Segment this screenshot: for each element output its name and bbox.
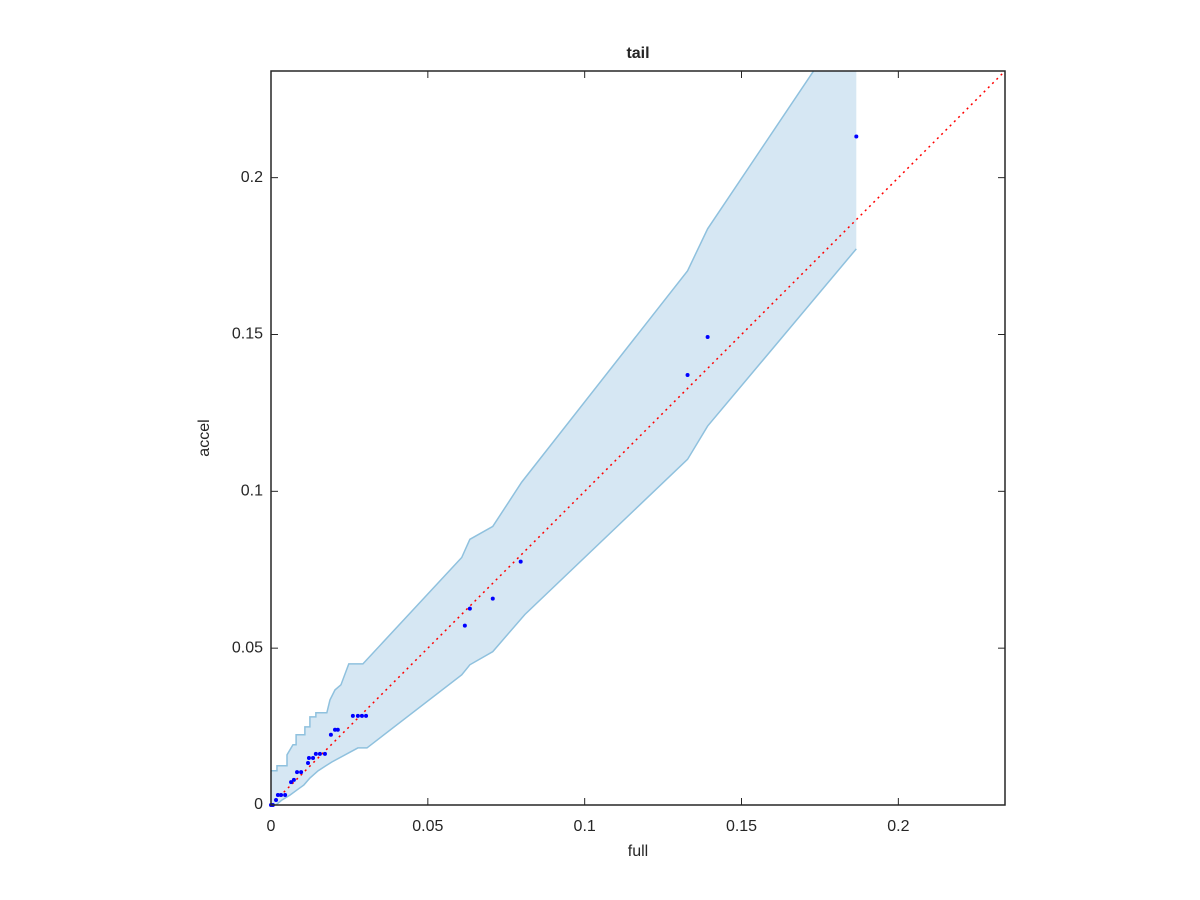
data-point	[467, 606, 472, 611]
data-point	[705, 334, 710, 339]
data-point	[283, 792, 288, 797]
data-point	[289, 780, 294, 785]
data-point	[311, 755, 316, 760]
data-point	[335, 727, 340, 732]
data-point	[490, 596, 495, 601]
y-axis-label: accel	[196, 419, 213, 456]
data-point	[295, 770, 300, 775]
x-axis-label: full	[628, 843, 648, 860]
data-point	[317, 751, 322, 756]
data-point	[299, 770, 304, 775]
plot-frame	[270, 70, 1006, 806]
data-point	[275, 792, 280, 797]
data-point	[355, 713, 360, 718]
x-tick-label: 0	[267, 818, 276, 835]
band-upper-edge	[271, 71, 815, 772]
data-point	[274, 797, 279, 802]
data-point	[306, 755, 311, 760]
x-tick-label: 0.05	[412, 818, 443, 835]
y-tick-label: 0.1	[241, 483, 263, 500]
data-point	[359, 713, 364, 718]
data-point	[462, 623, 467, 628]
x-tick-label: 0.15	[726, 818, 757, 835]
data-point	[291, 777, 296, 782]
y-tick-label: 0	[254, 796, 263, 813]
y-tick-label: 0.05	[232, 639, 263, 656]
y-tick-label: 0.2	[241, 169, 263, 186]
data-point	[332, 727, 337, 732]
chart-title: tail	[626, 45, 649, 62]
data-point	[279, 792, 284, 797]
data-point	[350, 713, 355, 718]
data-point	[313, 751, 318, 756]
identity-line	[270, 70, 1006, 806]
data-point	[854, 134, 859, 139]
data-point	[685, 372, 690, 377]
data-point	[518, 559, 523, 564]
data-point	[364, 713, 369, 718]
band-lower-edge	[271, 248, 857, 805]
x-tick-label: 0.2	[887, 818, 909, 835]
confidence-band	[271, 71, 857, 805]
data-point	[328, 732, 333, 737]
data-point	[306, 760, 311, 765]
x-tick-label: 0.1	[574, 818, 596, 835]
data-point	[322, 751, 327, 756]
y-tick-label: 0.15	[232, 326, 263, 343]
